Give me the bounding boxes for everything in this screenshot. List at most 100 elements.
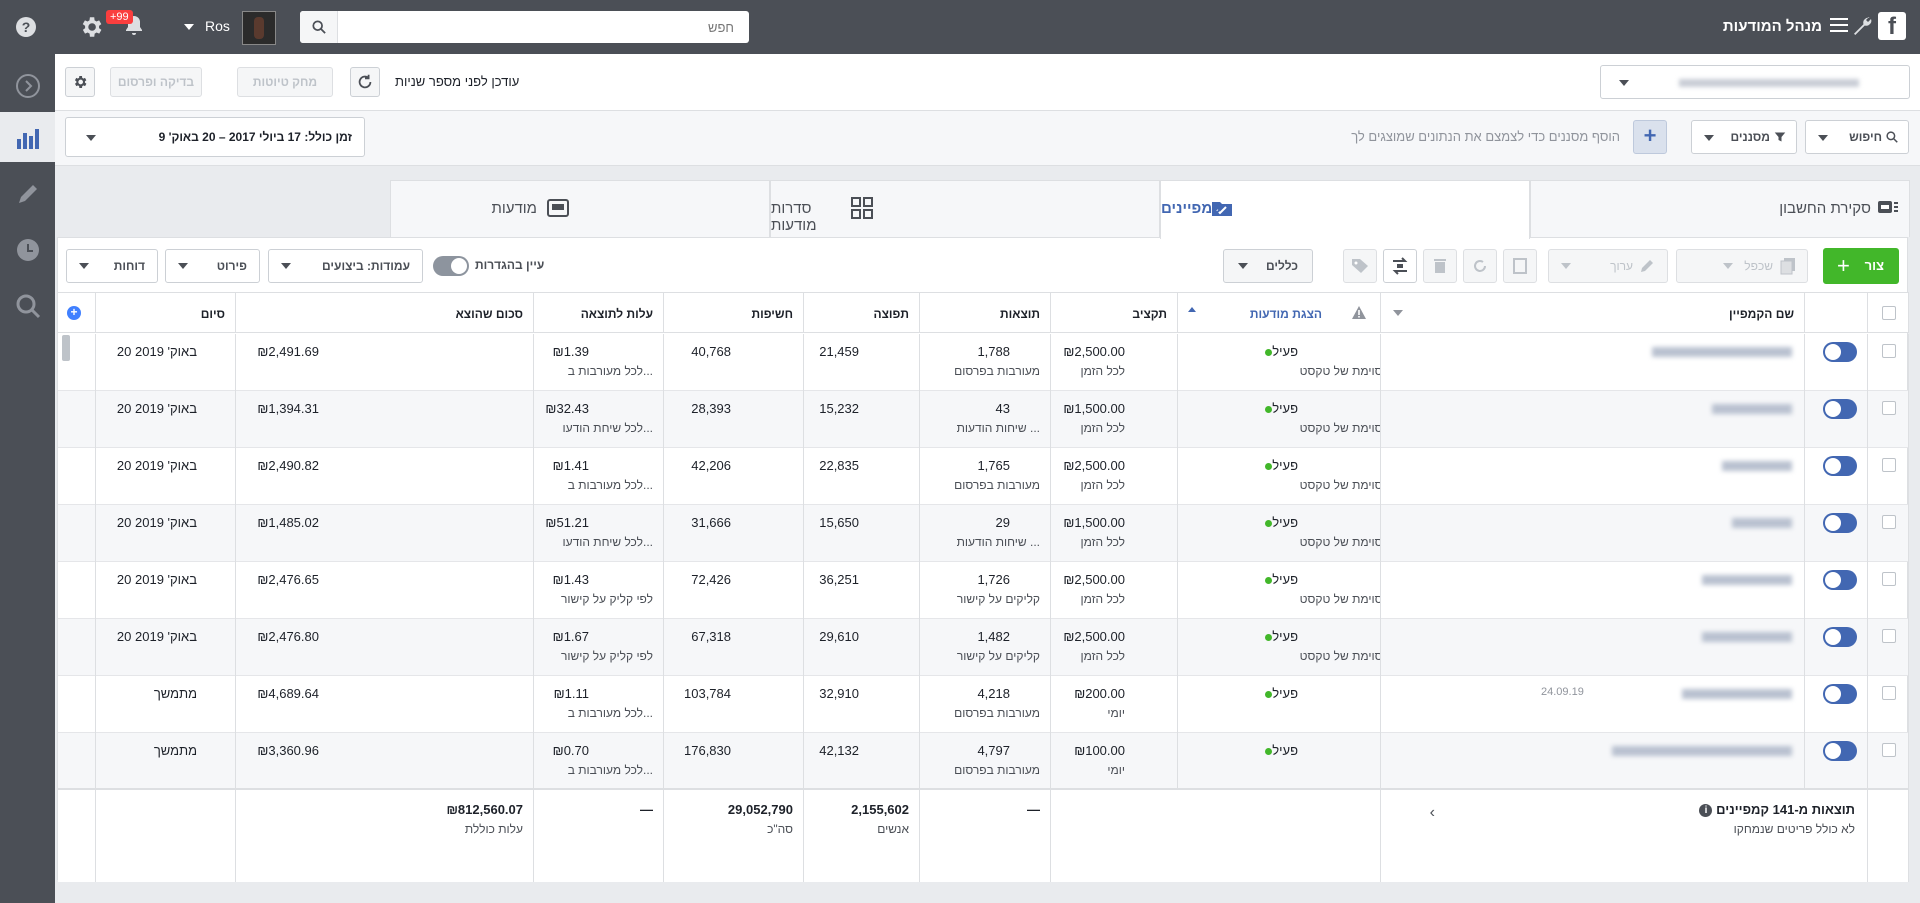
budget-cell[interactable]: ₪1,500.00 לכל הזמן xyxy=(1051,505,1178,562)
chevron-down-icon[interactable] xyxy=(184,24,194,30)
chevron-left-icon[interactable]: ‹ xyxy=(1429,804,1435,821)
column-header-impressions[interactable]: חשיפות xyxy=(664,293,804,333)
budget-cell[interactable]: ₪2,500.00 לכל הזמן xyxy=(1051,334,1178,391)
add-filter-button[interactable]: + xyxy=(1633,120,1667,154)
gear-icon[interactable] xyxy=(78,14,104,40)
breakdown-button[interactable]: פירוט xyxy=(165,249,260,283)
campaign-name-blurred[interactable] xyxy=(1712,404,1792,414)
help-icon[interactable]: ? xyxy=(16,17,36,37)
column-header-results[interactable]: תוצאות xyxy=(920,293,1051,333)
campaign-toggle[interactable] xyxy=(1823,399,1857,419)
user-name[interactable]: Ros xyxy=(205,18,230,34)
avatar[interactable] xyxy=(242,11,276,45)
row-checkbox[interactable] xyxy=(1882,572,1896,586)
settings-button[interactable] xyxy=(65,67,95,97)
search-input[interactable] xyxy=(340,11,740,43)
budget-cell[interactable]: ₪200.00 יומי xyxy=(1051,676,1178,733)
wrench-icon[interactable] xyxy=(1850,14,1874,38)
delete-button[interactable] xyxy=(1423,249,1457,283)
budget-cell[interactable]: ₪1,500.00 לכל הזמן xyxy=(1051,391,1178,448)
rail-item-search[interactable] xyxy=(0,280,55,330)
table-row[interactable]: פעילכמות מסוימת של טקסט ₪2,500.00 לכל הזמן… xyxy=(58,562,1909,619)
menu-icon[interactable] xyxy=(1830,18,1848,34)
row-checkbox[interactable] xyxy=(1882,686,1896,700)
campaign-toggle[interactable] xyxy=(1823,570,1857,590)
table-row[interactable]: פעילכמות מסוימת של טקסט ₪1,500.00 לכל הזמן… xyxy=(58,391,1909,448)
search-filter-button[interactable]: חיפוש xyxy=(1805,120,1909,154)
campaign-name-cell[interactable] xyxy=(1381,334,1805,391)
table-scrollbar[interactable] xyxy=(62,335,70,361)
table-row[interactable]: 24.09.19 פעיל ₪200.00 יומי 4,218 מעורבות בפרס… xyxy=(58,676,1909,733)
discard-drafts-button[interactable]: מחק טיוטות xyxy=(237,67,333,97)
table-row[interactable]: פעילכמות מסוימת של טקסט ₪2,500.00 לכל הזמן… xyxy=(58,448,1909,505)
reports-button[interactable]: דוחות xyxy=(66,249,158,283)
tag-button[interactable] xyxy=(1343,249,1377,283)
campaign-name-cell[interactable] xyxy=(1381,562,1805,619)
duplicate-button[interactable]: שכפל xyxy=(1676,249,1808,283)
table-row[interactable]: פעילכמות מסוימת של טקסט ₪1,500.00 לכל הזמן… xyxy=(58,505,1909,562)
table-row[interactable]: פעילכמות מסוימת של טקסט ₪2,500.00 לכל הזמן… xyxy=(58,619,1909,676)
facebook-logo-icon[interactable]: f xyxy=(1878,12,1906,40)
table-row[interactable]: פעילכמות מסוימת של טקסט ₪2,500.00 לכל הזמן… xyxy=(58,334,1909,391)
campaign-toggle[interactable] xyxy=(1823,741,1857,761)
campaign-toggle[interactable] xyxy=(1823,627,1857,647)
tab-account-overview[interactable]: סקירת החשבון xyxy=(1530,180,1910,237)
filters-button[interactable]: מסננים xyxy=(1691,120,1797,154)
column-header-name[interactable]: שם הקמפיין xyxy=(1381,293,1805,333)
search-box[interactable] xyxy=(300,11,749,43)
campaign-name-cell[interactable] xyxy=(1381,733,1805,790)
row-checkbox[interactable] xyxy=(1882,515,1896,529)
info-icon[interactable]: i xyxy=(1699,804,1713,818)
campaign-toggle[interactable] xyxy=(1823,684,1857,704)
campaign-name-cell[interactable] xyxy=(1381,505,1805,562)
campaign-name-blurred[interactable] xyxy=(1682,689,1792,699)
budget-cell[interactable]: ₪2,500.00 לכל הזמן xyxy=(1051,448,1178,505)
budget-cell[interactable]: ₪2,500.00 לכל הזמן xyxy=(1051,562,1178,619)
row-checkbox[interactable] xyxy=(1882,458,1896,472)
column-header-ends[interactable]: סיום xyxy=(96,293,236,333)
row-checkbox[interactable] xyxy=(1882,401,1896,415)
edit-button[interactable]: ערוך xyxy=(1548,249,1668,283)
ab-test-button[interactable] xyxy=(1383,249,1417,283)
campaign-name-cell[interactable]: 24.09.19 xyxy=(1381,676,1805,733)
rail-collapse-button[interactable] xyxy=(0,60,55,110)
rail-item-reports[interactable] xyxy=(0,112,55,162)
tab-ads[interactable]: מודעות xyxy=(390,180,770,237)
view-setup-toggle[interactable] xyxy=(433,256,469,276)
account-selector[interactable] xyxy=(1600,65,1910,99)
column-header-budget[interactable]: תקציב xyxy=(1051,293,1178,333)
rules-button[interactable]: כללים xyxy=(1223,249,1313,283)
campaign-name-blurred[interactable] xyxy=(1722,461,1792,471)
refresh-button[interactable] xyxy=(350,67,380,97)
column-header-delivery[interactable]: הצגת מודעות xyxy=(1178,293,1381,333)
tab-campaigns[interactable]: קמפיינים xyxy=(1160,180,1530,239)
rail-item-edit[interactable] xyxy=(0,168,55,218)
campaign-toggle[interactable] xyxy=(1823,342,1857,362)
campaign-name-blurred[interactable] xyxy=(1702,575,1792,585)
column-header-amount-spent[interactable]: סכום שהוצא xyxy=(236,293,534,333)
table-row[interactable]: פעיל ₪100.00 יומי 4,797 מעורבות בפרסום 42,132… xyxy=(58,733,1909,790)
campaign-toggle[interactable] xyxy=(1823,456,1857,476)
budget-cell[interactable]: ₪100.00 יומי xyxy=(1051,733,1178,790)
row-checkbox[interactable] xyxy=(1882,344,1896,358)
row-checkbox[interactable] xyxy=(1882,629,1896,643)
campaign-name-cell[interactable] xyxy=(1381,448,1805,505)
preview-button[interactable] xyxy=(1503,249,1537,283)
campaign-toggle[interactable] xyxy=(1823,513,1857,533)
select-all-checkbox[interactable] xyxy=(1882,306,1896,320)
undo-button[interactable] xyxy=(1463,249,1497,283)
review-publish-button[interactable]: בדיקה ופרסום xyxy=(110,67,202,97)
column-header-reach[interactable]: תפוצה xyxy=(804,293,920,333)
campaign-name-cell[interactable] xyxy=(1381,619,1805,676)
campaign-name-blurred[interactable] xyxy=(1732,518,1792,528)
app-title[interactable]: מנהל המודעות xyxy=(1722,18,1822,35)
campaign-name-blurred[interactable] xyxy=(1612,746,1792,756)
column-header-cost-per-result[interactable]: עלות לתוצאה xyxy=(534,293,664,333)
campaign-name-blurred[interactable] xyxy=(1702,632,1792,642)
tab-ad-sets[interactable]: סדרות מודעות xyxy=(770,180,1160,237)
search-button[interactable] xyxy=(300,11,338,43)
row-checkbox[interactable] xyxy=(1882,743,1896,757)
columns-button[interactable]: עמודות: ביצועים xyxy=(268,249,423,283)
campaign-name-blurred[interactable] xyxy=(1652,347,1792,357)
add-column-icon[interactable]: + xyxy=(67,306,81,320)
